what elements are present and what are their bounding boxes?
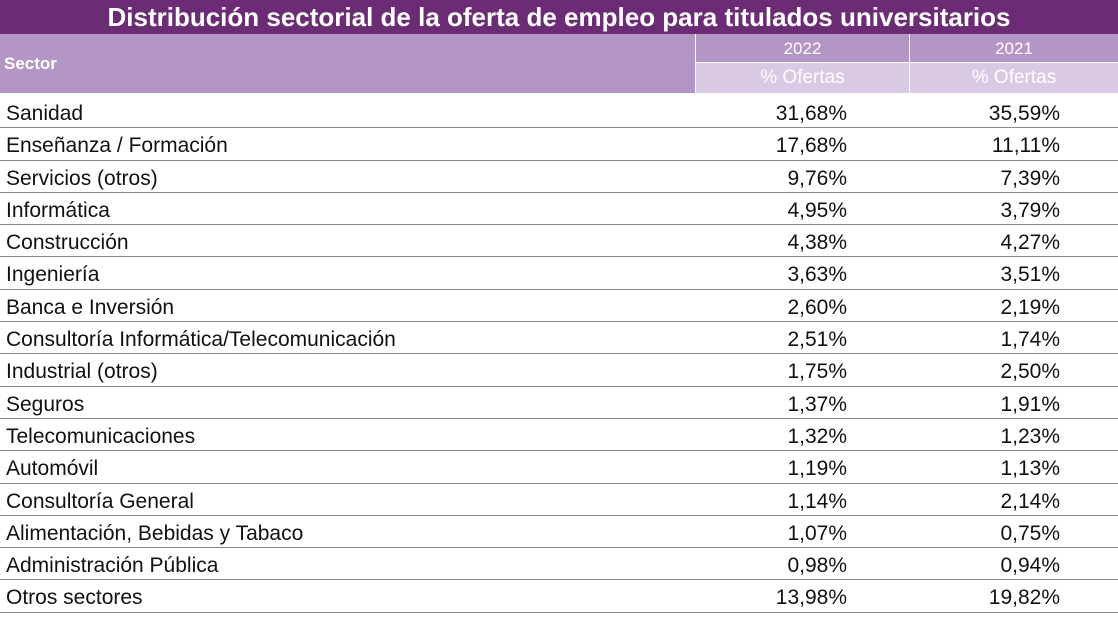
value-2022-cell: 1,14% [787, 489, 847, 513]
sector-cell: Otros sectores [6, 586, 143, 610]
header-divider [909, 34, 910, 93]
sector-cell: Banca e Inversión [6, 295, 175, 319]
value-2021-cell: 1,91% [1000, 392, 1060, 416]
table-row: Ingeniería 3,63% 3,51% [0, 257, 1118, 290]
table-row: Administración Pública 0,98% 0,94% [0, 548, 1118, 581]
value-2021-cell: 7,39% [1000, 166, 1060, 190]
subheader-2022: % Ofertas [696, 63, 909, 93]
value-2021-cell: 35,59% [988, 102, 1060, 125]
table-row: Automóvil 1,19% 1,13% [0, 451, 1118, 484]
value-2021-cell: 3,79% [1000, 198, 1060, 222]
value-2021-cell: 4,27% [1000, 231, 1060, 255]
value-2022-cell: 17,68% [775, 134, 847, 158]
subheader-2021: % Ofertas [910, 63, 1118, 93]
value-2022-cell: 1,75% [787, 360, 847, 384]
sector-cell: Telecomunicaciones [6, 424, 196, 448]
table-row: Consultoría Informática/Telecomunicación… [0, 322, 1118, 355]
table-row: Telecomunicaciones 1,32% 1,23% [0, 419, 1118, 452]
value-2022-cell: 3,63% [787, 263, 847, 287]
value-2022-cell: 9,76% [787, 166, 847, 190]
value-2022-cell: 31,68% [775, 102, 847, 125]
value-2022-cell: 1,07% [787, 521, 847, 545]
table-row: Informática 4,95% 3,79% [0, 193, 1118, 226]
sector-cell: Servicios (otros) [6, 166, 158, 190]
sector-cell: Sanidad [6, 102, 84, 125]
table-row: Enseñanza / Formación 17,68% 11,11% [0, 128, 1118, 161]
table-row: Construcción 4,38% 4,27% [0, 225, 1118, 258]
table-row: Consultoría General 1,14% 2,14% [0, 484, 1118, 516]
value-2022-cell: 1,32% [787, 424, 847, 448]
sector-cell: Construcción [6, 231, 129, 255]
value-2021-cell: 2,14% [1000, 489, 1060, 513]
sector-cell: Seguros [6, 392, 85, 416]
table-body: Sanidad 31,68% 35,59% Enseñanza / Formación… [0, 96, 1118, 613]
table-row: Banca e Inversión 2,60% 2,19% [0, 290, 1118, 323]
table-row: Sanidad 31,68% 35,59% [0, 96, 1118, 129]
value-2021-cell: 0,75% [1000, 521, 1060, 545]
sector-cell: Ingeniería [6, 263, 100, 287]
table-row: Seguros 1,37% 1,91% [0, 387, 1118, 419]
sector-cell: Enseñanza / Formación [6, 134, 228, 158]
sector-cell: Industrial (otros) [6, 360, 158, 384]
value-2021-cell: 1,74% [1000, 328, 1060, 352]
header-divider [696, 62, 1118, 63]
sector-cell: Consultoría Informática/Telecomunicación [6, 328, 396, 352]
value-2022-cell: 13,98% [775, 586, 847, 610]
table-row: Servicios (otros) 9,76% 7,39% [0, 161, 1118, 193]
value-2022-cell: 2,51% [787, 328, 847, 352]
value-2021-cell: 0,94% [1000, 554, 1060, 578]
value-2022-cell: 1,19% [787, 457, 847, 481]
sector-cell: Administración Pública [6, 554, 219, 578]
value-2021-cell: 2,50% [1000, 360, 1060, 384]
value-2021-cell: 11,11% [991, 134, 1060, 158]
table-row: Alimentación, Bebidas y Tabaco 1,07% 0,75% [0, 516, 1118, 549]
value-2022-cell: 0,98% [787, 554, 847, 578]
value-2021-cell: 3,51% [1000, 263, 1060, 287]
sector-cell: Informática [6, 198, 110, 222]
sector-cell: Alimentación, Bebidas y Tabaco [6, 521, 304, 545]
sector-column-header: Sector [0, 34, 695, 93]
sector-cell: Consultoría General [6, 489, 194, 513]
value-2022-cell: 4,38% [787, 231, 847, 255]
sector-cell: Automóvil [6, 457, 99, 481]
table-row: Industrial (otros) 1,75% 2,50% [0, 354, 1118, 387]
value-2021-cell: 2,19% [1000, 295, 1060, 319]
header-divider [695, 34, 696, 93]
value-2022-cell: 2,60% [787, 295, 847, 319]
table-row: Otros sectores 13,98% 19,82% [0, 580, 1118, 613]
table-title: Distribución sectorial de la oferta de e… [0, 0, 1118, 34]
year-2021-header: 2021 [910, 34, 1118, 63]
year-2022-header: 2022 [696, 34, 909, 63]
value-2021-cell: 1,13% [1000, 457, 1060, 481]
value-2021-cell: 1,23% [1000, 424, 1060, 448]
value-2021-cell: 19,82% [988, 586, 1060, 610]
value-2022-cell: 4,95% [787, 198, 847, 222]
value-2022-cell: 1,37% [787, 392, 847, 416]
